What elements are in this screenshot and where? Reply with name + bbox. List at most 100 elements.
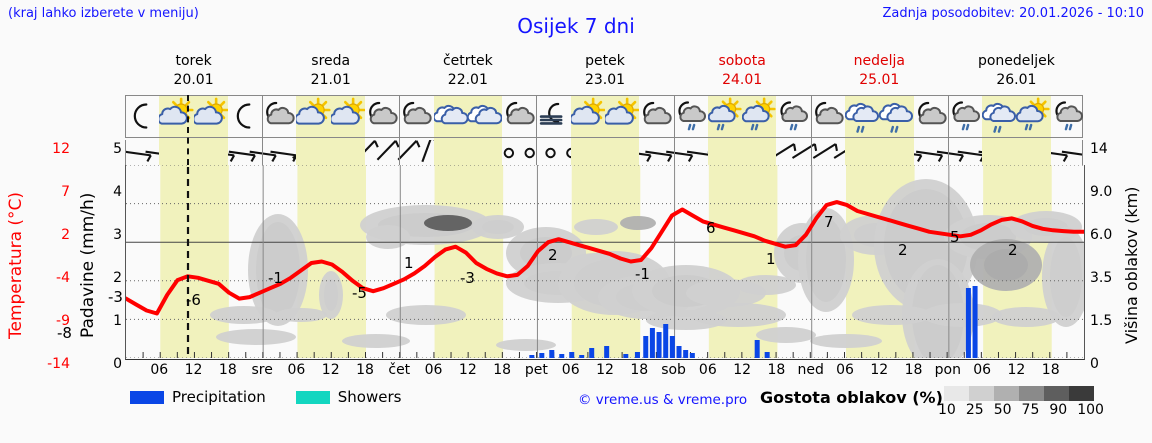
- wind-barb-row: [125, 140, 1085, 165]
- page-title: Osijek 7 dni: [517, 14, 635, 38]
- cloud-density-tick-labels: 10 25 50 75 90 100: [938, 402, 1104, 418]
- x-tick-sob: sob: [661, 362, 686, 378]
- moon-cloud-rain-icon: [1051, 95, 1085, 138]
- cloud-height-axis-title: Višina oblakov (km): [1122, 186, 1141, 344]
- x-tick-12: 12: [321, 362, 340, 378]
- temperature-value-label: -1: [268, 268, 283, 287]
- sun-behind-cloud-icon: [605, 95, 640, 138]
- daylight-band: [296, 140, 365, 165]
- cloud-density-step: [994, 386, 1019, 401]
- precipitation-tick: 1: [113, 313, 122, 329]
- x-axis-labels: 06 12 18 sre 06 12 18 čet 06 12 18 pet 06 12 18 sob 06 12…: [125, 0, 1085, 443]
- graph-svg: [126, 165, 1084, 358]
- daylight-band: [707, 140, 777, 165]
- moon-icon: [125, 95, 159, 138]
- temperature-value-label: 7: [824, 213, 834, 232]
- day-header-sobota: sobota 24.01: [674, 52, 811, 90]
- temperature-value-label: 2: [1008, 241, 1018, 260]
- sun-behind-cloud-icon: [330, 95, 365, 138]
- day-date: 26.01: [996, 72, 1037, 88]
- temperature-tick: -4: [56, 270, 70, 286]
- temperature-value-label: -6: [186, 290, 201, 309]
- moon-icon: [228, 95, 262, 138]
- day-date: 20.01: [173, 72, 214, 88]
- daylight-band: [982, 140, 1051, 165]
- moon-cloud-rain-icon: [948, 95, 982, 138]
- day-separator: [810, 140, 812, 165]
- sun-behind-cloud-icon: [193, 95, 228, 138]
- moon-cloud-rain-icon: [674, 95, 708, 138]
- x-tick-06: 06: [150, 362, 169, 378]
- day-separator: [947, 140, 949, 165]
- day-date: 21.01: [310, 72, 351, 88]
- moon-behind-cloud-icon: [811, 95, 845, 138]
- x-tick-18: 18: [630, 362, 649, 378]
- precipitation-tick: 0: [113, 356, 122, 372]
- cloud-tick: 1.5: [1090, 313, 1113, 329]
- moon-behind-cloud-icon: [399, 95, 433, 138]
- day-name: nedelja: [853, 53, 905, 69]
- daylight-band: [433, 140, 503, 165]
- x-tick-06: 06: [698, 362, 717, 378]
- precipitation-tick: 4: [113, 184, 122, 200]
- moon-behind-cloud-icon: [639, 95, 673, 138]
- cloud-icon: [467, 95, 503, 138]
- x-tick-12: 12: [458, 362, 477, 378]
- cloud-density-tick: 10: [938, 402, 956, 418]
- daylight-band: [845, 140, 914, 165]
- day-name: sobota: [718, 53, 766, 69]
- temperature-value-label: -1: [635, 264, 650, 283]
- cloud-rain-icon: [879, 95, 914, 138]
- x-tick-12: 12: [1007, 362, 1026, 378]
- temperature-tick: 2: [61, 227, 70, 243]
- sun-cloud-rain-icon: [707, 95, 742, 138]
- day-separator: [399, 140, 401, 165]
- location-menu-hint: (kraj lahko izberete v meniju): [8, 6, 199, 21]
- x-tick-06: 06: [836, 362, 854, 378]
- x-tick-12: 12: [596, 362, 614, 378]
- day-header-sreda: sreda 21.01: [262, 52, 399, 90]
- moon-behind-cloud-icon: [914, 95, 948, 138]
- temperature-line: [126, 200, 1084, 316]
- precipitation-swatch: [130, 390, 164, 404]
- x-tick-06: 06: [561, 362, 580, 378]
- day-header-torek: torek 20.01: [125, 52, 262, 90]
- cloud-density-colorbar: [944, 386, 1094, 401]
- day-separator: [947, 95, 949, 140]
- daylight-band: [159, 140, 228, 165]
- cloud-tick: 3.5: [1090, 270, 1113, 286]
- x-tick-06: 06: [424, 362, 443, 378]
- x-tick-ned: ned: [797, 362, 824, 378]
- day-date: 23.01: [584, 72, 626, 88]
- sun-behind-cloud-icon: [570, 95, 605, 138]
- day-name: ponedeljek: [977, 53, 1055, 69]
- day-date: 25.01: [859, 72, 900, 88]
- day-header-nedelja: nedelja 25.01: [811, 52, 948, 90]
- showers-swatch: [295, 390, 330, 404]
- precipitation-tick: 3: [113, 227, 122, 243]
- cloud-density-step: [1019, 386, 1044, 401]
- moon-cloud-rain-icon: [776, 95, 810, 138]
- cloud-tick: 14: [1090, 141, 1108, 157]
- x-tick-18: 18: [356, 362, 374, 378]
- day-header-petek: petek 23.01: [536, 52, 673, 90]
- day-separator: [536, 140, 538, 165]
- day-separator: [673, 95, 675, 140]
- copyright-link[interactable]: © vreme.us & vreme.pro: [578, 392, 748, 408]
- temperature-value-label: 6: [706, 218, 716, 237]
- temperature-value-label: -8: [57, 324, 72, 343]
- day-name: petek: [585, 53, 625, 69]
- x-tick-12: 12: [870, 362, 889, 378]
- temperature-tick: -14: [47, 356, 70, 372]
- main-graph-area[interactable]: [125, 165, 1085, 360]
- moon-behind-cloud-icon: [262, 95, 296, 138]
- day-name: sreda: [311, 53, 351, 69]
- current-time-marker-top: [187, 95, 191, 165]
- cloud-density-step: [1044, 386, 1069, 401]
- day-header-row: torek 20.01 sreda 21.01 četrtek 22.01 petek 23.…: [125, 52, 1085, 94]
- x-tick-06: 06: [973, 362, 992, 378]
- x-tick-12: 12: [733, 362, 752, 378]
- x-tick-18: 18: [218, 362, 237, 378]
- fog-moon-icon: [536, 95, 570, 138]
- cloud-icon: [433, 95, 468, 138]
